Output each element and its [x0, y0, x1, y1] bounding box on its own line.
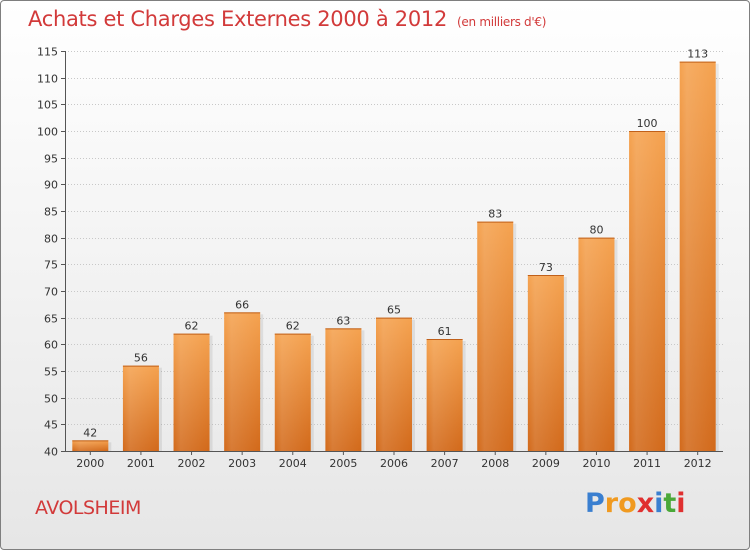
logo-letter: i [654, 488, 663, 519]
logo-letter: i [676, 488, 685, 519]
x-tick-label: 2003 [228, 457, 256, 470]
bar-highlight [477, 222, 513, 451]
value-label: 65 [387, 304, 401, 317]
logo-letter: o [618, 488, 637, 519]
y-tick-label: 115 [37, 46, 58, 59]
bar-highlight [528, 275, 564, 451]
logo-letter: r [605, 488, 618, 519]
bar-highlight [275, 334, 311, 451]
value-label: 113 [687, 48, 708, 61]
x-tick-label: 2001 [127, 457, 155, 470]
value-label: 63 [336, 314, 350, 327]
bar-highlight [174, 334, 210, 451]
y-tick-label: 70 [44, 286, 58, 299]
logo-letter: P [585, 488, 605, 519]
y-tick-label: 75 [44, 259, 58, 272]
bar-chart: 40 45 50 55 60 65 70 75 80 85 90 95 100 105 110 115 2000… [1, 1, 749, 549]
y-tick-label: 40 [44, 446, 58, 459]
chart-frame: Achats et Charges Externes 2000 à 2012 (e… [0, 0, 750, 550]
value-label: 80 [589, 224, 603, 237]
bar-highlight [123, 366, 159, 451]
x-tick-label: 2005 [329, 457, 357, 470]
y-tick-label: 50 [44, 393, 58, 406]
x-tick-label: 2004 [279, 457, 307, 470]
x-tick-label: 2009 [532, 457, 560, 470]
logo-letter: x [637, 488, 654, 519]
y-tick-label: 80 [44, 233, 58, 246]
bar-highlight [680, 62, 716, 451]
value-label: 62 [286, 320, 300, 333]
value-label: 56 [134, 352, 148, 365]
y-tick-label: 95 [44, 153, 58, 166]
x-tick-label: 2008 [481, 457, 509, 470]
bar-highlight [578, 238, 614, 451]
logo-letter: t [663, 488, 676, 519]
value-label: 100 [637, 117, 658, 130]
y-tick-label: 45 [44, 419, 58, 432]
value-label: 73 [539, 261, 553, 274]
proxiti-logo: Proxiti [585, 488, 686, 519]
bar-highlight [427, 339, 463, 451]
y-tick-label: 100 [37, 126, 58, 139]
value-label: 62 [185, 320, 199, 333]
y-tick-label: 65 [44, 313, 58, 326]
x-tick-label: 2010 [582, 457, 610, 470]
commune-name: AVOLSHEIM [35, 497, 141, 519]
x-tick-label: 2011 [633, 457, 661, 470]
y-tick-label: 85 [44, 206, 58, 219]
bar-highlight [376, 318, 412, 451]
bar-highlight [629, 131, 665, 451]
value-label: 83 [488, 208, 502, 221]
bar-highlight [72, 440, 108, 451]
y-tick-label: 60 [44, 339, 58, 352]
value-label: 42 [83, 426, 97, 439]
y-tick-label: 55 [44, 366, 58, 379]
value-label: 66 [235, 298, 249, 311]
bar-highlight [224, 312, 260, 451]
y-tick-label: 90 [44, 179, 58, 192]
value-label: 61 [438, 325, 452, 338]
bar-highlight [325, 328, 361, 451]
x-tick-label: 2002 [178, 457, 206, 470]
y-tick-label: 110 [37, 73, 58, 86]
y-tick-label: 105 [37, 99, 58, 112]
x-tick-label: 2007 [431, 457, 459, 470]
x-tick-label: 2006 [380, 457, 408, 470]
x-tick-label: 2012 [684, 457, 712, 470]
x-tick-label: 2000 [76, 457, 104, 470]
